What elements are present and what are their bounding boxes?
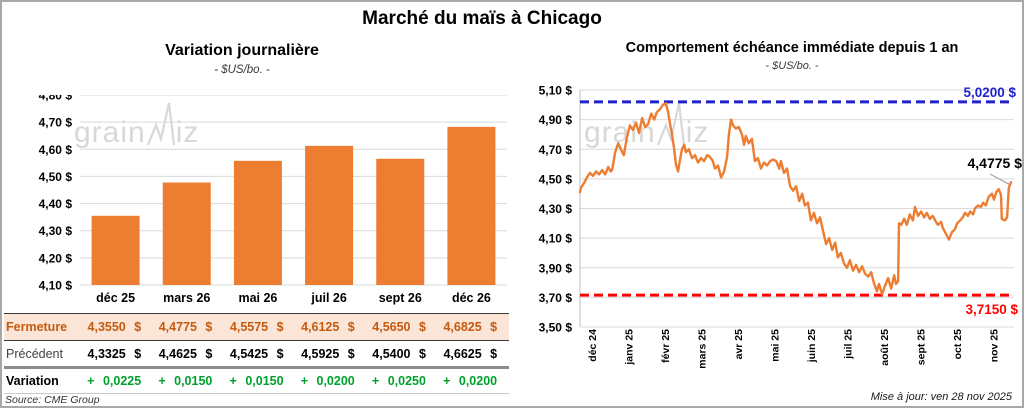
y-axis-label: 4,10 $ [39,279,73,293]
front-month-line-chart: 5,10 $ 4,90 $ 4,70 $ 4,50 $ 4,30 $ 4,10 $ 3,90… [539,84,1023,369]
y-axis-label: 4,30 $ [539,202,573,216]
y-axis-label: 4,70 $ [539,143,573,157]
bar-déc 25 [91,215,140,285]
bar-déc 26 [447,126,496,285]
y-axis-label: 4,70 $ [39,116,73,130]
y-axis-label: 4,50 $ [539,172,573,186]
bar-juil 26 [305,145,354,285]
table-cell: + 0,0200 [300,374,355,388]
y-axis-label: 4,90 $ [539,113,573,127]
table-cell: 4,5425 $ [229,346,284,361]
table-cell: 4,6125 $ [301,320,355,334]
table-cell: 4,6825 $ [443,320,498,334]
table-cell: + 0,0225 [87,374,142,388]
y-axis-label: 3,70 $ [539,291,573,305]
line-chart-title: Comportement échéance immédiate depuis 1… [625,40,959,56]
table-cell: + 0,0200 [443,374,498,388]
y-axis-label: 4,10 $ [539,232,573,246]
y-axis-label: 4,50 $ [39,170,73,184]
futures-table: Fermeture 4,3550 $ 4,4775 $ 4,5575 $ 4,6125 … [4,313,509,394]
row-label: Fermeture [6,320,68,334]
table-cell: 4,5400 $ [372,346,426,361]
table-cell: + 0,0150 [229,374,284,388]
table-cell: 4,3550 $ [87,320,142,334]
bar-sept 26 [376,158,425,285]
row-label: Précédent [6,346,63,361]
table-cell: 4,6625 $ [443,346,498,361]
x-axis-label: févr 25 [660,329,672,363]
x-axis-label: déc 25 [96,291,135,305]
x-axis-label: juin 25 [806,329,818,363]
x-axis-label: oct 25 [952,329,964,360]
x-axis-label: juil 25 [843,329,855,360]
table-cell: 4,5575 $ [229,320,284,334]
x-axis-label: déc 24 [587,329,599,362]
x-axis-label: nov 25 [989,329,1001,362]
x-axis-label: janv 25 [624,329,636,366]
page-title: Marché du maïs à Chicago [362,8,602,29]
x-axis-label: déc 26 [452,291,491,305]
y-axis-label: 5,10 $ [539,84,573,98]
bar-mai 26 [233,160,282,285]
x-axis-label: mai 25 [770,329,782,362]
table-cell: + 0,0250 [371,374,426,388]
last-price-label: 4,4775 $ [968,155,1023,171]
x-axis-label: sept 25 [916,329,928,365]
x-axis-label: août 25 [879,329,891,366]
support-value-label: 3,7150 $ [965,302,1018,317]
update-note: Mise à jour: ven 28 nov 2025 [870,391,1012,403]
table-cell: 4,5650 $ [372,320,426,334]
table-row-close: Fermeture 4,3550 $ 4,4775 $ 4,5575 $ 4,6125 … [4,313,509,341]
table-row-var: Variation + 0,0225 + 0,0150 + 0,0150 + 0,020… [4,369,509,394]
x-axis-label: sept 26 [379,291,422,305]
y-axis-label: 4,40 $ [39,197,73,211]
row-label: Variation [6,374,59,388]
x-axis-label: mars 26 [163,291,210,305]
y-axis-label: 3,90 $ [539,261,573,275]
y-axis-label: 4,30 $ [39,224,73,238]
daily-variation-bar-chart: 4,80 $ 4,70 $ 4,60 $ 4,50 $ 4,40 $ 4,30 $ 4,20… [39,95,507,305]
y-axis-label: 4,80 $ [39,95,73,103]
table-cell: 4,5925 $ [301,346,355,361]
bar-mars 26 [162,182,211,285]
line-chart-subtitle: - $US/bo. - [765,60,819,72]
bar-chart-title: Variation journalière [165,42,319,59]
price-series-line [578,102,1013,296]
callout-leader-line [989,173,1010,185]
table-row-prev: Précédent 4,3325 $ 4,4625 $ 4,5425 $ 4,5925 … [4,341,509,369]
table-cell: 4,3325 $ [87,346,142,361]
y-axis-label: 4,20 $ [39,251,73,265]
y-axis-label: 4,60 $ [39,143,73,157]
bar-chart-subtitle: - $US/bo. - [214,64,270,76]
y-axis-label: 3,50 $ [539,321,573,335]
resistance-value-label: 5,0200 $ [963,85,1016,100]
source-note: Source: CME Group [5,394,100,406]
table-cell: 4,4775 $ [158,320,213,334]
x-axis-label: juil 26 [310,291,346,305]
table-cell: + 0,0150 [158,374,213,388]
x-axis-label: mars 25 [697,329,709,369]
x-axis-label: avr 25 [733,329,745,360]
x-axis-label: mai 26 [238,291,277,305]
table-cell: 4,4625 $ [158,346,213,361]
